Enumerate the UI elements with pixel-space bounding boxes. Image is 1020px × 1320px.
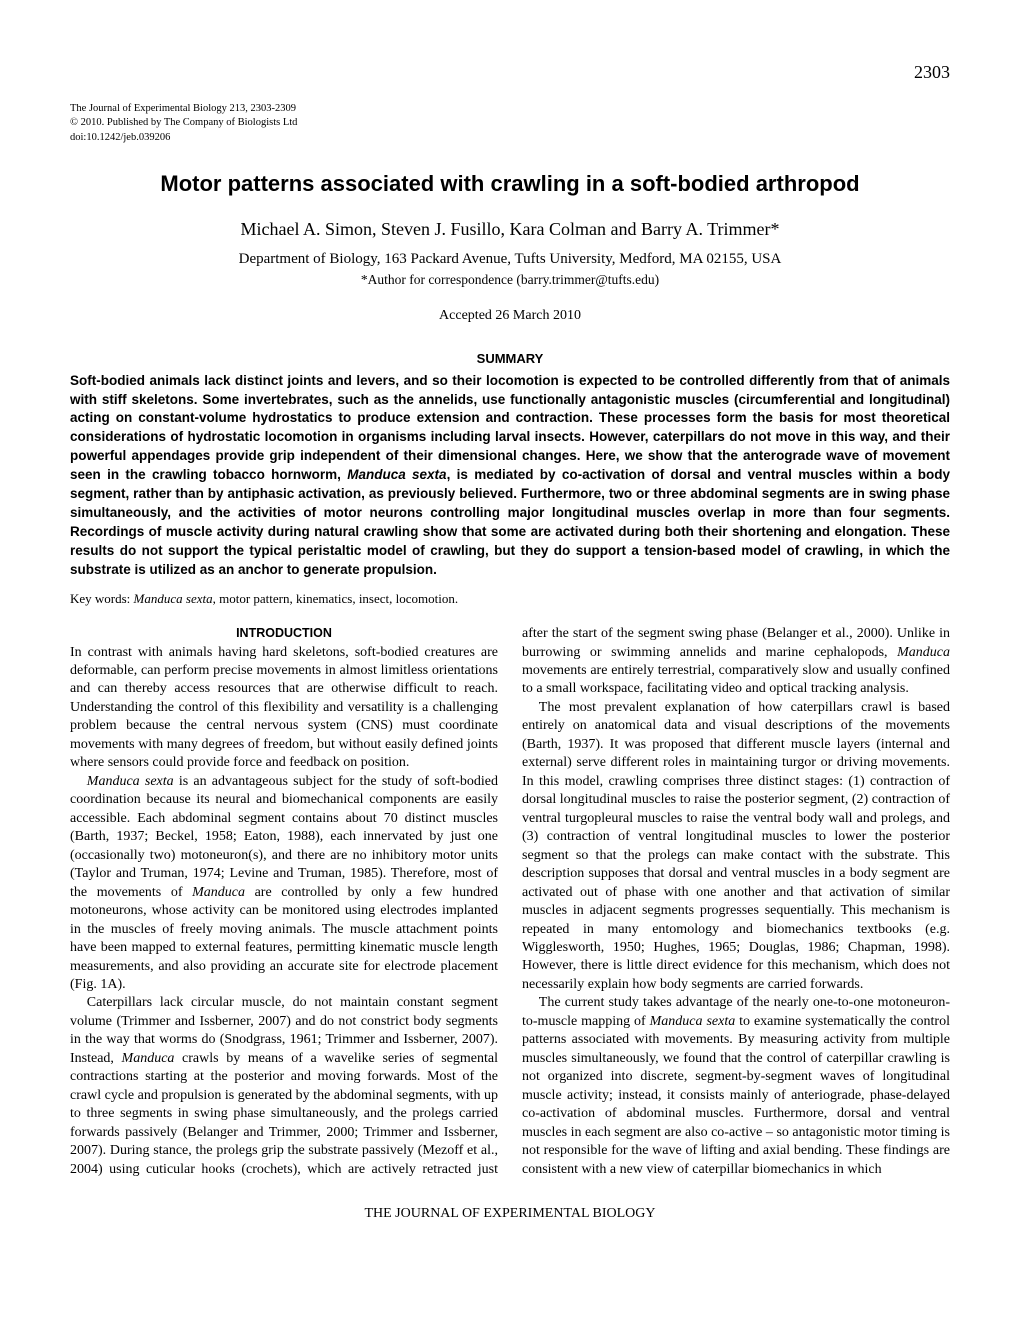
correspondence: *Author for correspondence (barry.trimme… xyxy=(70,271,950,289)
keywords: Key words: Manduca sexta, motor pattern,… xyxy=(70,590,950,608)
species-name: Manduca xyxy=(897,645,950,660)
summary-post: , is mediated by co-activation of dorsal… xyxy=(70,467,950,576)
intro-para-4: The most prevalent explanation of how ca… xyxy=(522,699,950,995)
accepted-date: Accepted 26 March 2010 xyxy=(70,307,950,326)
text-span: is an advantageous subject for the study… xyxy=(70,774,498,900)
summary-text: Soft-bodied animals lack distinct joints… xyxy=(70,372,950,580)
journal-line1: The Journal of Experimental Biology 213,… xyxy=(70,102,950,116)
summary-pre: Soft-bodied animals lack distinct joints… xyxy=(70,373,950,482)
species-name: Manduca xyxy=(122,1051,175,1066)
species-name: Manduca sexta xyxy=(87,774,174,789)
introduction-heading: INTRODUCTION xyxy=(70,625,498,642)
text-span: movements are entirely terrestrial, comp… xyxy=(522,663,950,696)
authors: Michael A. Simon, Steven J. Fusillo, Kar… xyxy=(70,217,950,241)
species-name: Manduca xyxy=(192,885,245,900)
text-span: to examine systematically the control pa… xyxy=(522,1014,950,1177)
summary-heading: SUMMARY xyxy=(70,350,950,368)
body-columns: INTRODUCTION In contrast with animals ha… xyxy=(70,625,950,1179)
keywords-species: Manduca sexta xyxy=(134,591,213,606)
keywords-label: Key words: xyxy=(70,591,134,606)
journal-info: The Journal of Experimental Biology 213,… xyxy=(70,102,950,145)
article-title: Motor patterns associated with crawling … xyxy=(70,169,950,199)
summary-species: Manduca sexta xyxy=(347,467,446,482)
intro-para-1: In contrast with animals having hard ske… xyxy=(70,644,498,773)
journal-line3: doi:10.1242/jeb.039206 xyxy=(70,131,950,145)
intro-para-5: The current study takes advantage of the… xyxy=(522,994,950,1179)
journal-line2: © 2010. Published by The Company of Biol… xyxy=(70,116,950,130)
journal-footer: THE JOURNAL OF EXPERIMENTAL BIOLOGY xyxy=(70,1205,950,1224)
keywords-rest: , motor pattern, kinematics, insect, loc… xyxy=(213,591,459,606)
species-name: Manduca sexta xyxy=(650,1014,736,1029)
page-number: 2303 xyxy=(70,60,950,84)
text-span: are controlled by only a few hundred mot… xyxy=(70,885,498,992)
intro-para-2: Manduca sexta is an advantageous subject… xyxy=(70,773,498,995)
affiliation: Department of Biology, 163 Packard Avenu… xyxy=(70,249,950,269)
